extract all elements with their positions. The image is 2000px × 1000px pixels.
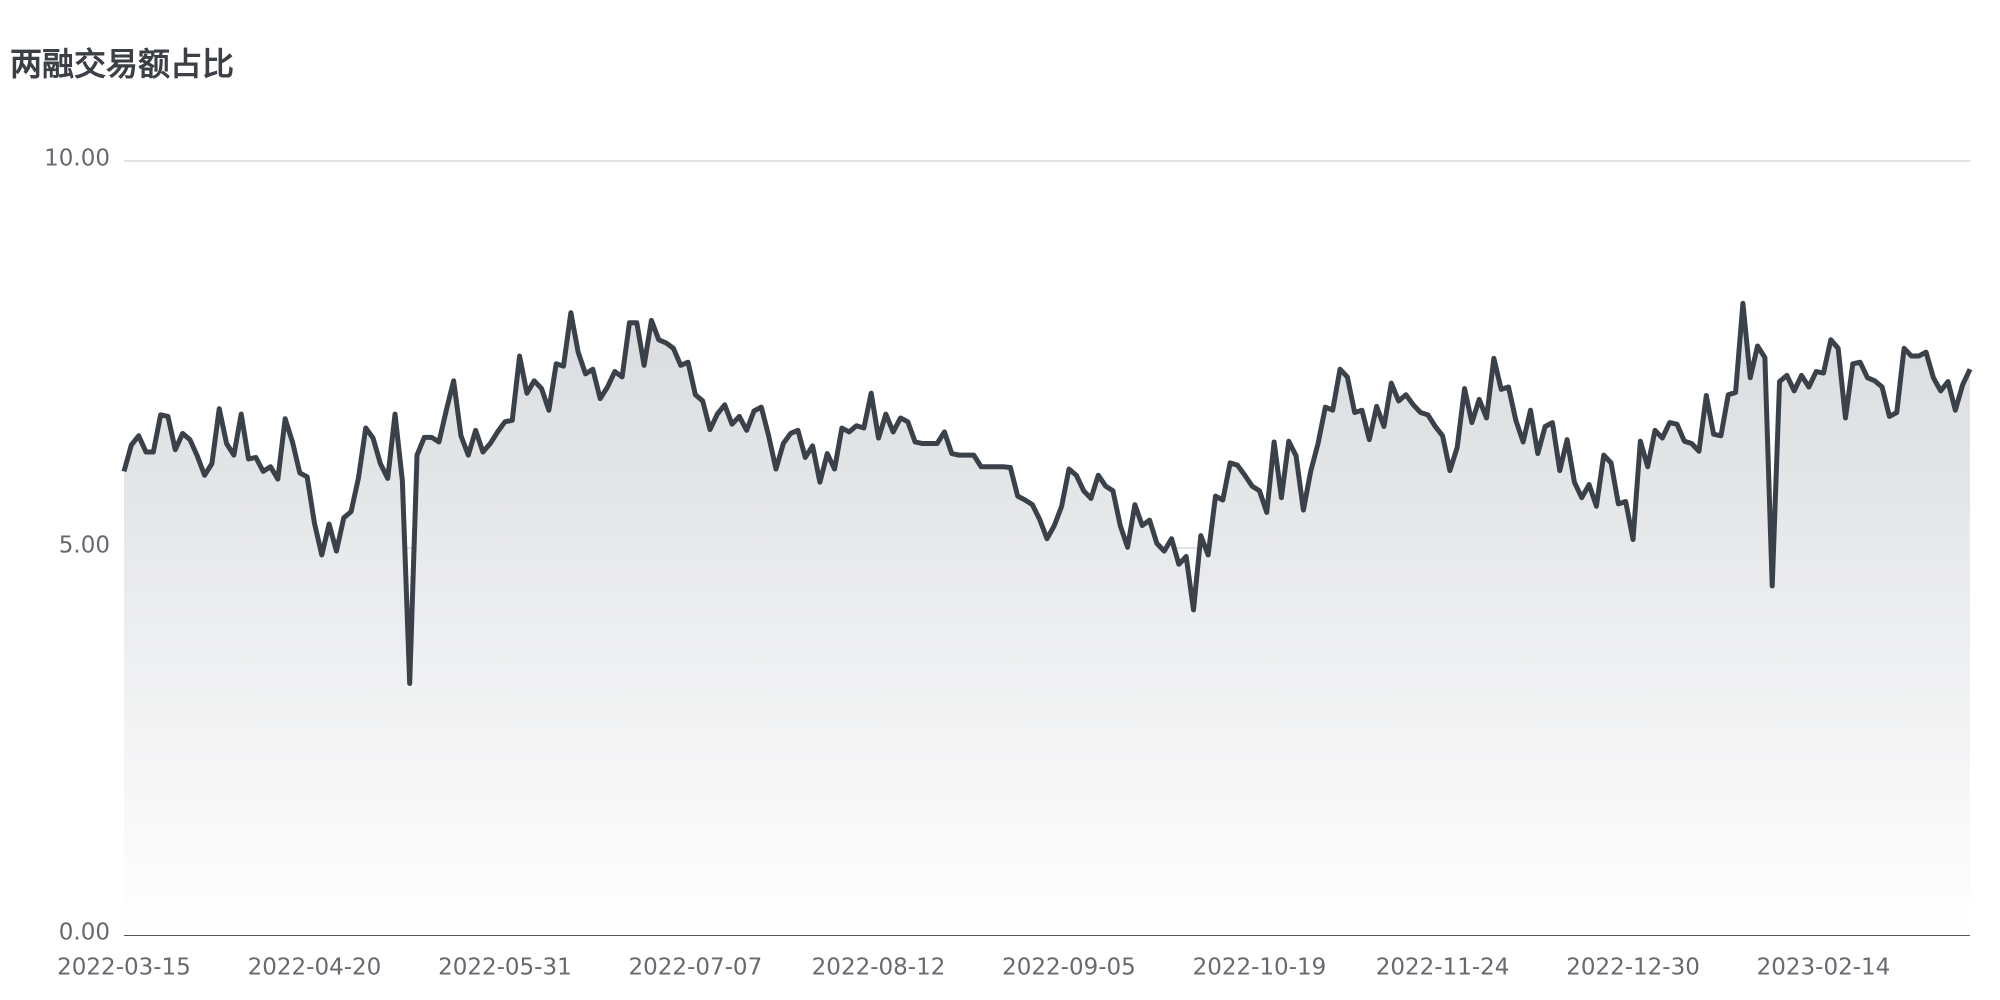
x-tick-label: 2022-10-19 — [1193, 955, 1327, 981]
line — [121, 300, 1973, 686]
x-tick-label: 2023-02-14 — [1757, 955, 1891, 981]
x-tick-label: 2022-11-24 — [1376, 955, 1510, 981]
chart-title: 两融交易额占比 — [10, 45, 234, 83]
x-tick-label: 2022-08-12 — [812, 955, 946, 981]
x-tick-label: 2022-03-15 — [57, 955, 191, 981]
x-tick-label: 2022-04-20 — [248, 955, 382, 981]
x-tick-label: 2022-09-05 — [1002, 955, 1136, 981]
y-tick-label: 0.00 — [59, 920, 110, 946]
x-tick-label: 2022-12-30 — [1566, 955, 1700, 981]
y-tick-label: 10.00 — [44, 146, 110, 172]
area — [124, 303, 1970, 935]
x-tick-label: 2022-05-31 — [438, 955, 572, 981]
y-tick-label: 5.00 — [59, 533, 110, 559]
x-tick-label: 2022-07-07 — [629, 955, 763, 981]
